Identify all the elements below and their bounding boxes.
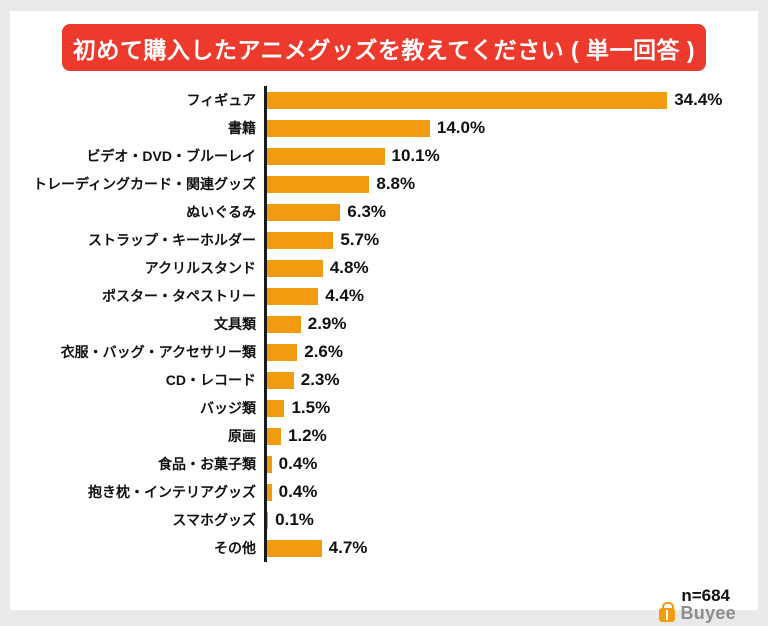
- bar-track: 2.6%: [264, 338, 744, 366]
- value-label: 0.4%: [278, 482, 318, 501]
- value-label: 14.0%: [436, 118, 486, 137]
- chart-row: ポスター・タペストリー 4.4%: [20, 282, 744, 310]
- bar: [267, 399, 285, 417]
- category-label: CD・レコード: [165, 372, 256, 388]
- category-label: 抱き枕・インテリアグッズ: [88, 484, 256, 500]
- category-label: ぬいぐるみ: [186, 204, 256, 220]
- value-label: 5.7%: [340, 230, 380, 249]
- value-label: 6.3%: [347, 202, 387, 221]
- plot-area: フィギュア 34.4% 書籍 14.0% ビデオ・DVD・ブルーレイ 10.1% トレーディ…: [20, 86, 744, 562]
- value-label: 8.8%: [376, 174, 416, 193]
- category-label: 食品・お菓子類: [158, 456, 256, 472]
- category-label: その他: [214, 540, 256, 556]
- value-label: 4.7%: [328, 538, 368, 557]
- chart-row: ぬいぐるみ 6.3%: [20, 198, 744, 226]
- value-label: 2.3%: [300, 370, 340, 389]
- bar-track: 4.4%: [264, 282, 744, 310]
- value-label: 2.9%: [307, 314, 347, 333]
- chart-title-banner: 初めて購入したアニメグッズを教えてください ( 単一回答 ): [62, 24, 706, 71]
- value-label: 10.1%: [391, 146, 440, 165]
- bar: [267, 203, 341, 221]
- value-label: 2.6%: [304, 342, 343, 361]
- category-label: アクリルスタンド: [144, 260, 256, 276]
- category-label: スマホグッズ: [172, 512, 256, 528]
- bar-track: 5.7%: [264, 226, 744, 254]
- bar-track: 14.0%: [264, 114, 744, 142]
- category-label: 衣服・バッグ・アクセサリー類: [60, 344, 256, 360]
- bar-track: 2.9%: [264, 310, 744, 338]
- category-label: ビデオ・DVD・ブルーレイ: [86, 148, 256, 164]
- value-label: 34.4%: [674, 90, 723, 109]
- category-label: バッジ類: [200, 400, 256, 416]
- bar: [267, 287, 319, 305]
- chart-row: トレーディングカード・関連グッズ 8.8%: [20, 170, 744, 198]
- category-label: ストラップ・キーホルダー: [88, 232, 256, 248]
- category-label: 原画: [228, 428, 256, 444]
- bar-track: 1.5%: [264, 394, 744, 422]
- chart-row: CD・レコード 2.3%: [20, 366, 744, 394]
- chart-row: 文具類 2.9%: [20, 310, 744, 338]
- chart-row: 書籍 14.0%: [20, 114, 744, 142]
- page: 初めて購入したアニメグッズを教えてください ( 単一回答 ) フィギュア 34.4…: [10, 11, 758, 610]
- bar: [267, 427, 281, 445]
- bar-track: 1.2%: [264, 422, 744, 450]
- chart-row: 衣服・バッグ・アクセサリー類 2.6%: [20, 338, 744, 366]
- chart-row: ストラップ・キーホルダー 5.7%: [20, 226, 744, 254]
- bar-track: 2.3%: [264, 366, 744, 394]
- bar: [267, 91, 668, 109]
- chart-row: その他 4.7%: [20, 534, 744, 562]
- chart-title: 初めて購入したアニメグッズを教えてください ( 単一回答 ): [72, 36, 696, 63]
- bar-track: 6.3%: [264, 198, 744, 226]
- bar: [267, 371, 294, 389]
- bar-chart: フィギュア 34.4% 書籍 14.0% ビデオ・DVD・ブルーレイ 10.1% トレーディ…: [20, 86, 744, 562]
- chart-row: ビデオ・DVD・ブルーレイ 10.1%: [20, 142, 744, 170]
- chart-row: バッジ類 1.5%: [20, 394, 744, 422]
- chart-row: 原画 1.2%: [20, 422, 744, 450]
- bar-track: 0.1%: [264, 506, 744, 534]
- bar: [267, 147, 385, 165]
- bar: [267, 511, 269, 529]
- value-label: 4.4%: [325, 286, 364, 305]
- value-label: 1.5%: [291, 398, 331, 417]
- shopping-bag-icon: [659, 602, 676, 622]
- chart-row: スマホグッズ 0.1%: [20, 506, 744, 534]
- bar: [267, 259, 323, 277]
- category-label: 文具類: [214, 316, 256, 332]
- value-label: 0.4%: [278, 454, 318, 473]
- category-label: ポスター・タペストリー: [102, 288, 256, 304]
- bar-track: 0.4%: [264, 478, 744, 506]
- chart-row: 食品・お菓子類 0.4%: [20, 450, 744, 478]
- bar-track: 4.8%: [264, 254, 744, 282]
- bar-track: 10.1%: [264, 142, 744, 170]
- bar: [267, 483, 272, 501]
- brand-text: Buyee: [680, 602, 736, 623]
- bar: [267, 539, 322, 557]
- bar-track: 0.4%: [264, 450, 744, 478]
- chart-row: アクリルスタンド 4.8%: [20, 254, 744, 282]
- bar-track: 4.7%: [264, 534, 744, 562]
- bar: [267, 119, 430, 137]
- buyee-logo: Buyee: [659, 601, 736, 625]
- bar: [267, 175, 370, 193]
- category-label: トレーディングカード・関連グッズ: [32, 176, 256, 192]
- category-label: フィギュア: [186, 92, 256, 108]
- bar: [267, 343, 298, 361]
- chart-row: フィギュア 34.4%: [20, 86, 744, 114]
- chart-row: 抱き枕・インテリアグッズ 0.4%: [20, 478, 744, 506]
- category-label: 書籍: [228, 120, 256, 136]
- value-label: 1.2%: [287, 426, 327, 445]
- bar: [267, 455, 272, 473]
- bar: [267, 315, 301, 333]
- value-label: 4.8%: [329, 258, 369, 277]
- bar: [267, 231, 334, 249]
- bar-track: 8.8%: [264, 170, 744, 198]
- sample-size: n=684: [681, 586, 730, 605]
- bar-track: 34.4%: [264, 86, 744, 114]
- value-label: 0.1%: [275, 510, 314, 529]
